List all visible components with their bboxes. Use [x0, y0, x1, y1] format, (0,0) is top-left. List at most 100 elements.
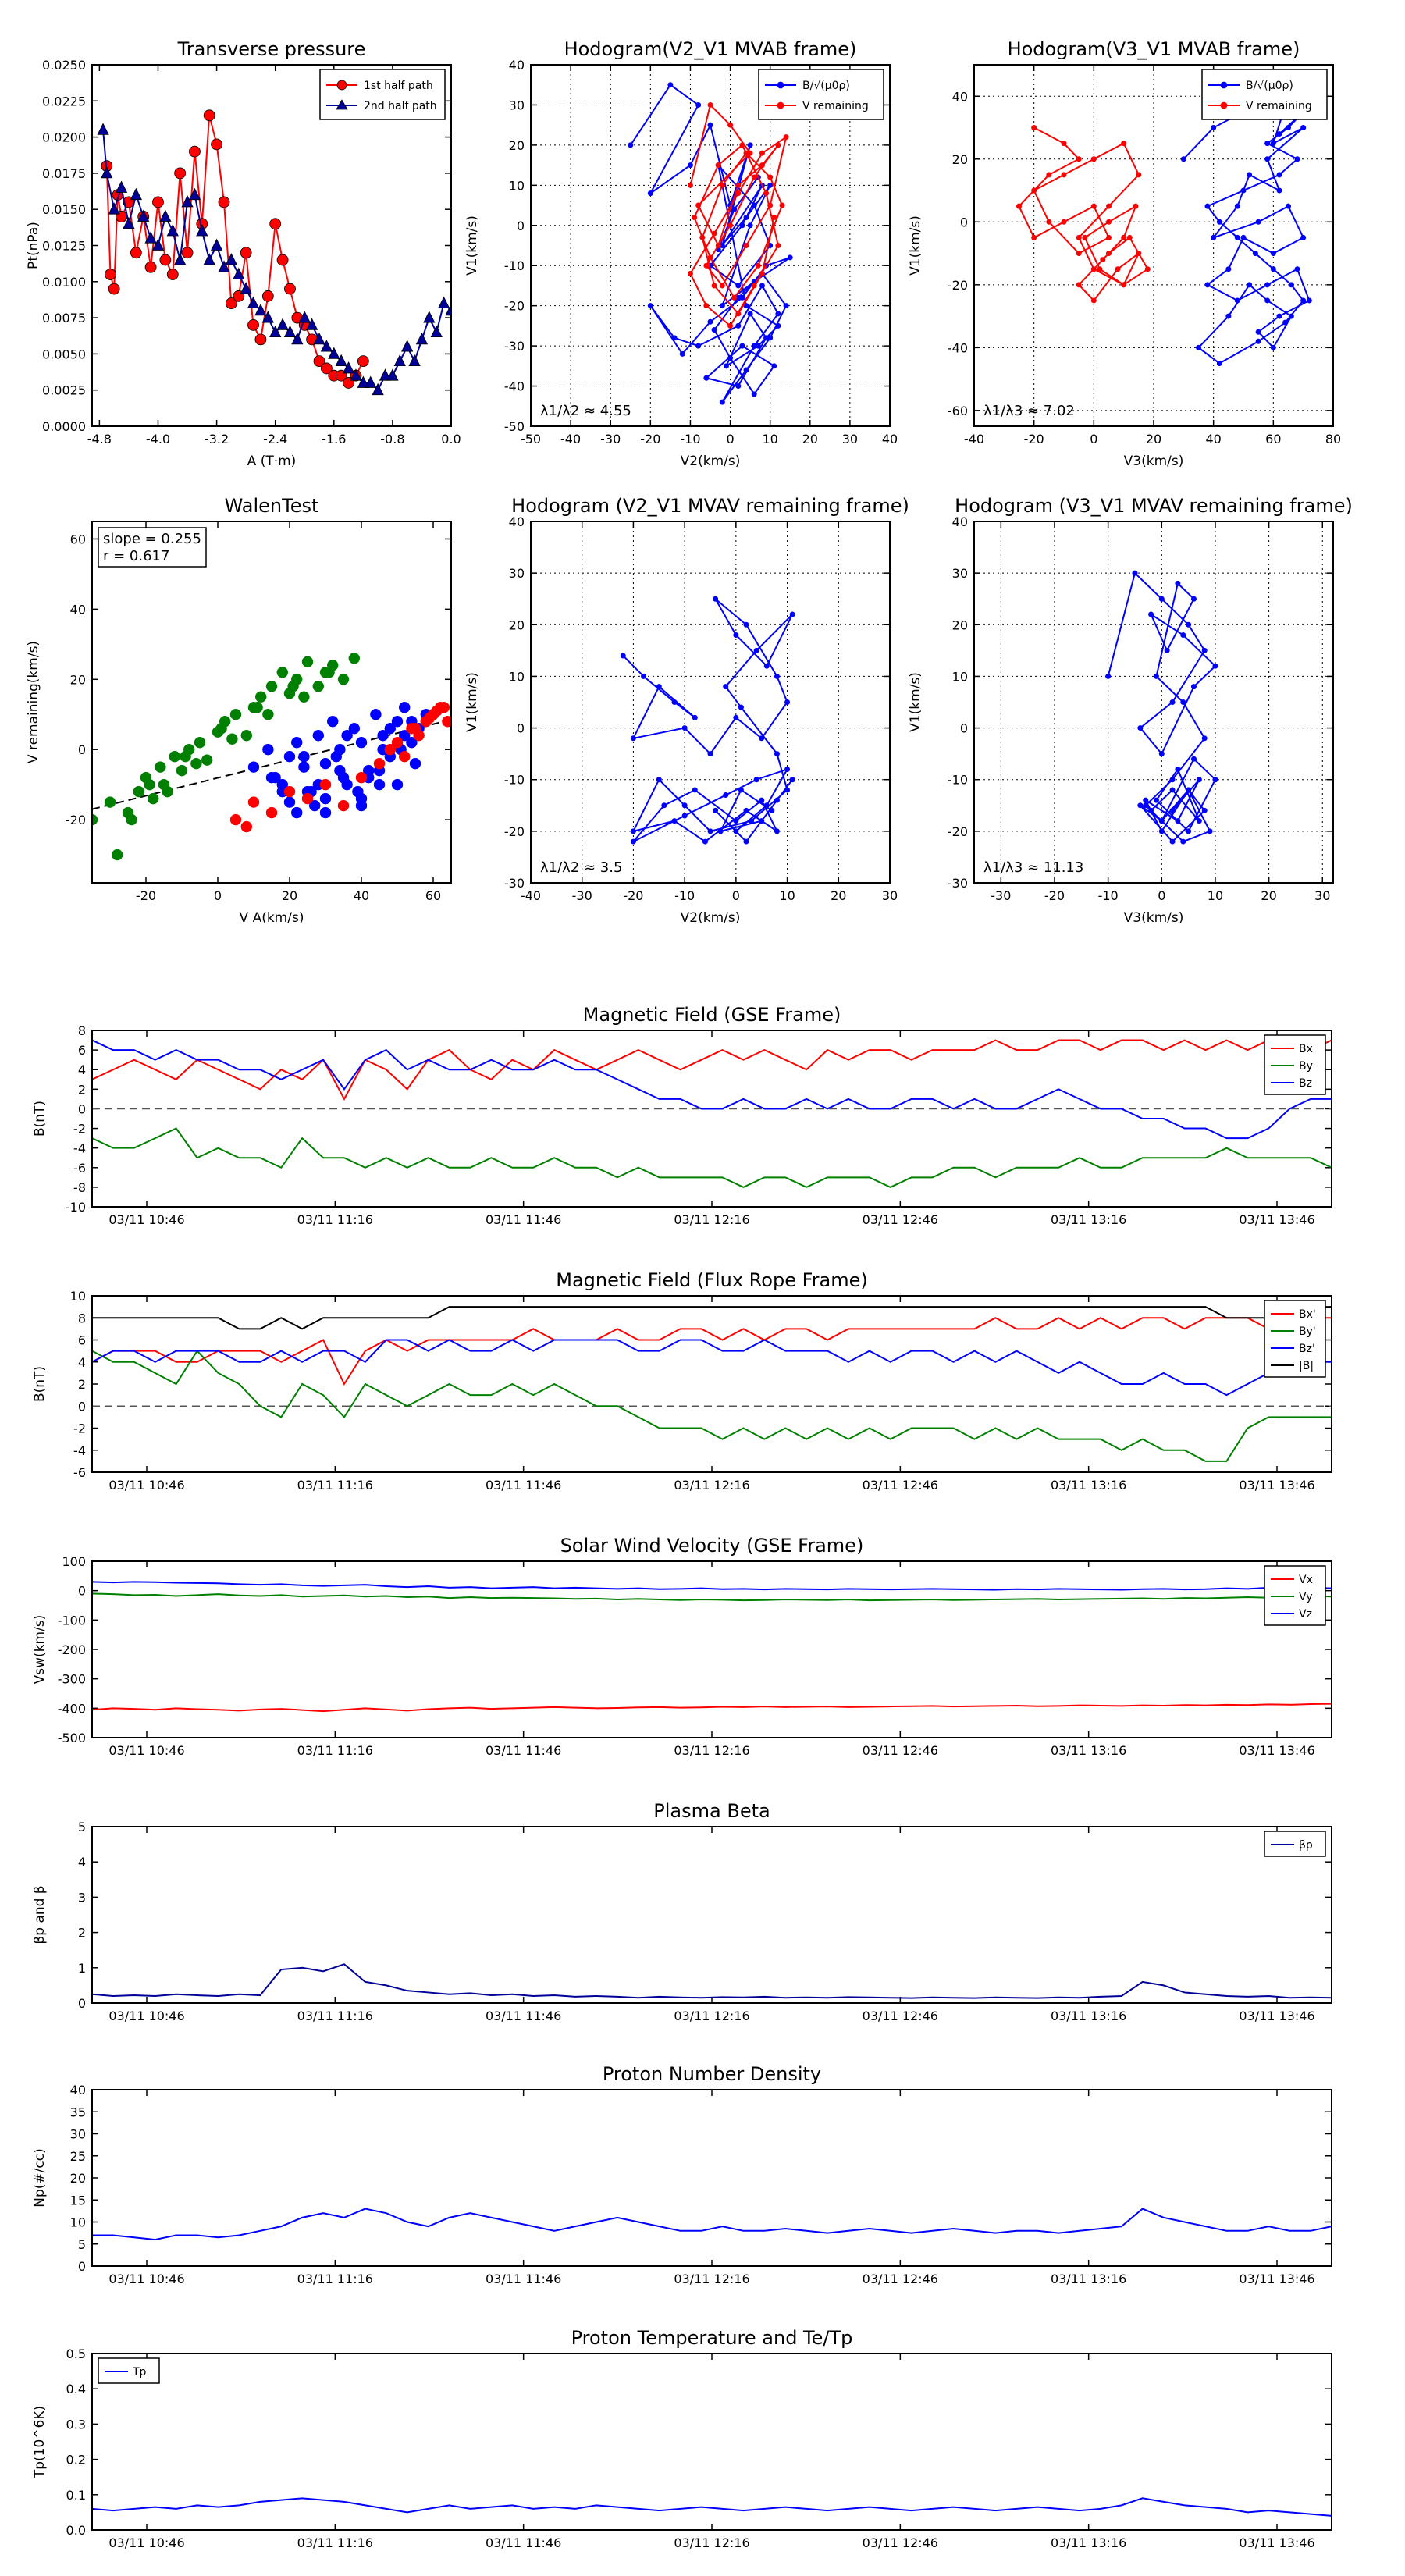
x-tick-label: 03/11 11:16	[297, 2272, 373, 2286]
legend-label: Bx	[1299, 1043, 1313, 1055]
data-point	[430, 325, 443, 338]
y-axis-label: V1(km/s)	[908, 672, 923, 732]
data-point	[1264, 297, 1271, 304]
y-tick-label: 0.3	[66, 2417, 86, 2432]
legend-label: Vz	[1299, 1608, 1312, 1621]
x-tick-label: -10	[674, 888, 695, 903]
plot-area	[92, 2497, 1332, 2517]
data-point	[1097, 266, 1103, 272]
data-point	[437, 296, 450, 308]
data-point	[308, 799, 321, 812]
data-point	[92, 813, 98, 826]
plot-area	[620, 596, 795, 845]
data-point	[784, 766, 791, 772]
data-point	[265, 771, 278, 784]
data-point	[707, 122, 713, 128]
chart-p11: Proton Number Density 03/11 10:46 03/11 11…	[32, 2063, 1332, 2286]
data-point	[1031, 234, 1037, 240]
x-tick-label: 03/11 12:46	[863, 2535, 938, 2550]
data-point	[647, 303, 653, 309]
data-point	[739, 222, 745, 229]
series-line-3	[92, 1339, 1332, 1397]
x-tick-label: 20	[831, 888, 846, 903]
data-point	[406, 722, 418, 735]
legend-label: Bz'	[1299, 1343, 1315, 1355]
data-point	[1090, 266, 1097, 272]
x-tick-label: -20	[136, 888, 156, 903]
y-axis-label: Pt(nPa)	[26, 222, 41, 269]
data-point	[735, 383, 742, 390]
data-point	[679, 350, 685, 357]
data-point	[656, 777, 662, 783]
y-tick-label: -2	[73, 1421, 86, 1436]
data-point	[330, 750, 343, 763]
data-point	[247, 296, 260, 308]
data-point	[1126, 234, 1133, 240]
plot-area	[92, 1306, 1332, 1462]
data-point	[1090, 203, 1097, 209]
chart-p9: Solar Wind Velocity (GSE Frame) 03/11 10:…	[32, 1535, 1332, 1758]
legend-label: V remaining	[1246, 100, 1312, 112]
y-tick-label: 0.0100	[42, 275, 86, 290]
chart-title: Hodogram (V3_V1 MVAV remaining frame)	[955, 495, 1353, 517]
data-point	[1294, 266, 1300, 272]
y-tick-label: 0.0	[66, 2523, 86, 2538]
data-point	[174, 167, 187, 180]
data-point	[265, 681, 278, 692]
y-tick-label: -20	[504, 299, 525, 314]
x-tick-label: 80	[1325, 432, 1341, 447]
legend-label: Bx'	[1299, 1308, 1316, 1321]
data-point	[1137, 725, 1144, 731]
chart-p10: Plasma Beta 03/11 10:46 03/11 11:16 03/11 1…	[32, 1800, 1332, 2023]
data-point	[196, 224, 208, 237]
data-point	[707, 254, 713, 261]
data-point	[738, 704, 744, 710]
data-point	[1190, 596, 1197, 602]
y-tick-label: 15	[70, 2193, 86, 2208]
data-point	[415, 332, 429, 345]
y-tick-label: 0	[78, 1996, 86, 2011]
y-tick-label: -30	[948, 876, 968, 891]
data-point	[240, 282, 252, 294]
data-point	[130, 187, 142, 201]
stats-box-frame	[98, 527, 207, 568]
data-point	[365, 375, 377, 388]
series-line-2	[92, 1127, 1332, 1188]
data-point	[1276, 172, 1282, 178]
data-point	[759, 818, 765, 824]
chart-title: Hodogram (V2_V1 MVAV remaining frame)	[511, 495, 909, 517]
data-point	[738, 787, 744, 793]
data-point	[1175, 818, 1181, 824]
data-point	[787, 254, 793, 261]
y-tick-label: 35	[70, 2105, 86, 2119]
data-point	[1031, 187, 1037, 194]
y-tick-label: 0.0250	[42, 58, 86, 73]
ratio-annotation: λ1/λ2 ≈ 3.5	[540, 859, 622, 876]
data-point	[681, 725, 688, 731]
data-point	[111, 849, 123, 861]
data-point	[373, 757, 386, 770]
legend-label: 2nd half path	[364, 100, 437, 112]
legend: βp	[1264, 1831, 1326, 1857]
axes-frame	[91, 1030, 1332, 1208]
data-point	[372, 382, 384, 396]
y-axis-label: B(nT)	[32, 1101, 48, 1137]
y-tick-label: 0	[960, 721, 968, 736]
data-point	[210, 238, 223, 251]
data-point	[101, 166, 113, 179]
data-point	[747, 311, 753, 317]
y-tick-label: 2	[78, 1377, 86, 1392]
data-point	[1148, 807, 1154, 813]
x-tick-label: -40	[964, 432, 984, 447]
series-line-4	[92, 1306, 1332, 1330]
data-point	[384, 743, 397, 756]
data-point	[767, 182, 774, 188]
data-point	[671, 699, 678, 705]
data-point	[774, 673, 780, 679]
data-point	[174, 253, 187, 265]
x-tick-label: 03/11 13:46	[1239, 1212, 1314, 1227]
data-point	[692, 787, 698, 793]
data-point	[203, 253, 215, 265]
data-point	[1282, 319, 1289, 326]
data-point	[261, 311, 274, 323]
